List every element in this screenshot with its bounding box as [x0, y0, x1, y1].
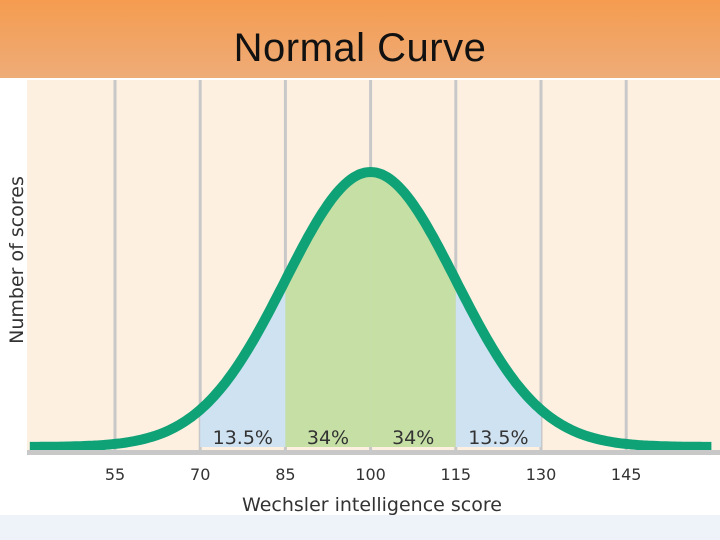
x-tick-70: 70	[190, 465, 210, 484]
slide-title: Normal Curve	[233, 26, 487, 70]
x-axis-label: Wechsler intelligence score	[242, 494, 502, 516]
x-axis-baseline	[27, 450, 720, 455]
x-tick-115: 115	[441, 465, 472, 484]
x-tick-55: 55	[105, 465, 125, 484]
region-label-0: 13.5%	[213, 427, 273, 449]
x-tick-labels: 55 70 85 100 115 130 145	[105, 465, 642, 484]
normal-curve-line	[27, 167, 714, 452]
x-tick-100: 100	[355, 465, 386, 484]
region-label-1: 34%	[307, 427, 349, 449]
x-tick-130: 130	[526, 465, 557, 484]
y-axis-label: Number of scores	[6, 176, 28, 344]
x-tick-145: 145	[611, 465, 642, 484]
region-label-3: 13.5%	[468, 427, 528, 449]
region-label-2: 34%	[392, 427, 434, 449]
slide-footer-strip	[0, 515, 720, 540]
x-tick-85: 85	[275, 465, 295, 484]
region-labels: 13.5% 34% 34% 13.5%	[213, 427, 529, 449]
slide-header: Normal Curve	[0, 0, 720, 78]
